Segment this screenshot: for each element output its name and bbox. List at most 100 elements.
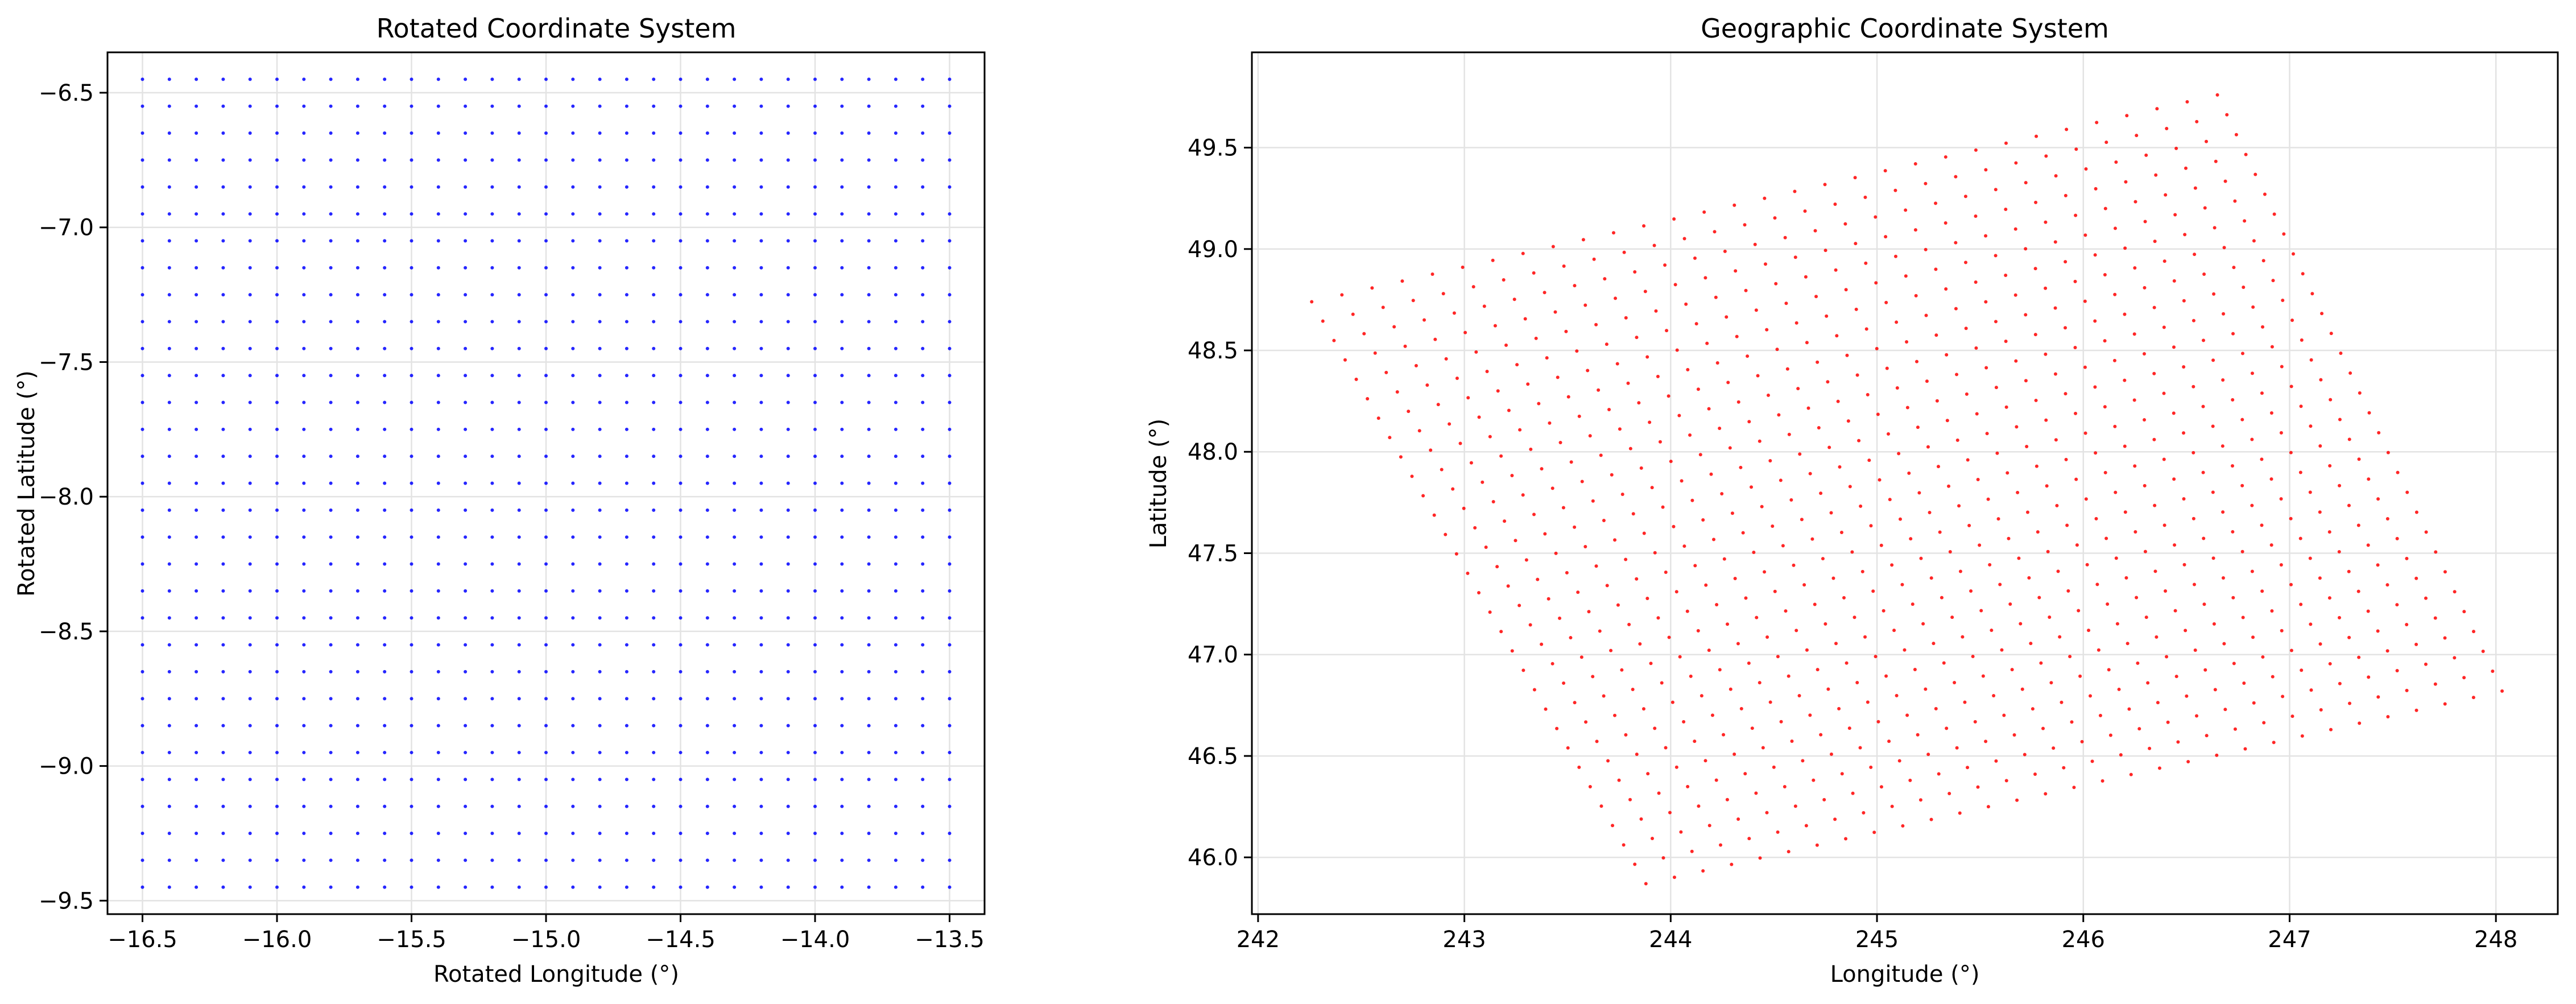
scatter-point [705,374,709,378]
scatter-point [894,562,898,566]
scatter-point [140,104,144,108]
scatter-point [195,778,199,782]
scatter-point [867,858,871,862]
scatter-point [1392,325,1396,329]
scatter-point [2036,530,2040,534]
scatter-point [2211,358,2215,362]
scatter-point [1654,309,1658,313]
scatter-point [2262,721,2266,725]
scatter-point [1819,491,1823,495]
scatter-point [1543,291,1547,295]
scatter-point [329,77,333,81]
scatter-point [1919,556,1923,560]
scatter-point [652,293,656,297]
scatter-point [1879,543,1883,547]
scatter-point [948,346,952,350]
scatter-point [1998,582,2002,586]
scatter-point [948,697,952,701]
scatter-point [302,885,306,889]
scatter-point [302,400,306,404]
scatter-point [2033,333,2037,337]
scatter-point [1736,400,1740,404]
scatter-point [2124,180,2128,184]
scatter-point [948,616,952,620]
scatter-point [2015,798,2019,802]
scatter-point [679,320,683,324]
scatter-point [2184,629,2188,633]
scatter-point [1540,467,1544,471]
scatter-point [786,589,790,593]
scatter-point [867,724,871,728]
scatter-point [2211,490,2215,494]
scatter-point [840,293,844,297]
scatter-point [1703,759,1707,763]
scatter-point [2083,431,2087,435]
scatter-point [867,158,871,162]
scatter-point [1743,223,1747,227]
scatter-point [2271,675,2275,679]
scatter-point [275,239,279,243]
scatter-point [1975,412,1979,416]
scatter-point [2318,642,2322,646]
scatter-point [598,750,602,754]
scatter-point [921,885,925,889]
scatter-point [1332,338,1336,342]
scatter-point [140,724,144,728]
scatter-point [517,858,521,862]
scatter-point [894,643,898,647]
scatter-point [1837,706,1841,710]
scatter-point [813,778,817,782]
scatter-point [410,535,414,539]
scatter-point [1882,609,1886,613]
scatter-point [1758,856,1762,860]
scatter-point [1853,615,1856,619]
scatter-point [275,131,279,135]
scatter-point [2215,753,2219,757]
scatter-point [275,831,279,835]
scatter-point [1963,195,1967,199]
scatter-point [1765,328,1769,332]
scatter-point [1354,377,1358,381]
scatter-point [840,643,844,647]
scatter-point [2152,437,2156,441]
scatter-point [1766,393,1770,397]
scatter-point [2251,305,2255,309]
scatter-point [383,293,387,297]
scatter-point [329,562,333,566]
scatter-point [1693,739,1697,743]
scatter-point [2471,696,2475,700]
scatter-point [1869,524,1873,528]
scatter-point [2074,411,2078,415]
scatter-point [544,77,548,81]
scatter-point [786,643,790,647]
scatter-point [2202,536,2206,540]
scatter-point [840,185,844,189]
scatter-point [1744,288,1748,292]
scatter-point [1986,497,1990,501]
scatter-point [1864,261,1868,265]
scatter-point [464,77,468,81]
scatter-point [464,562,468,566]
scatter-point [490,212,494,216]
scatter-point [1540,642,1544,646]
scatter-point [1573,284,1577,288]
scatter-point [1726,622,1730,626]
scatter-point [2221,444,2224,448]
scatter-point [2250,503,2254,507]
scatter-point [2184,166,2188,170]
scatter-point [248,374,252,378]
scatter-point [2281,695,2285,699]
scatter-point [2133,530,2137,534]
scatter-point [1688,433,1692,437]
scatter-point [813,535,817,539]
scatter-point [2048,615,2052,619]
scatter-point [2025,510,2029,514]
scatter-point [2034,398,2038,402]
scatter-point [759,185,763,189]
scatter-point [894,77,898,81]
scatter-point [2098,713,2102,717]
scatter-point [2396,470,2400,474]
scatter-point [1730,862,1734,866]
scatter-point [2212,622,2216,626]
scatter-point [759,858,763,862]
